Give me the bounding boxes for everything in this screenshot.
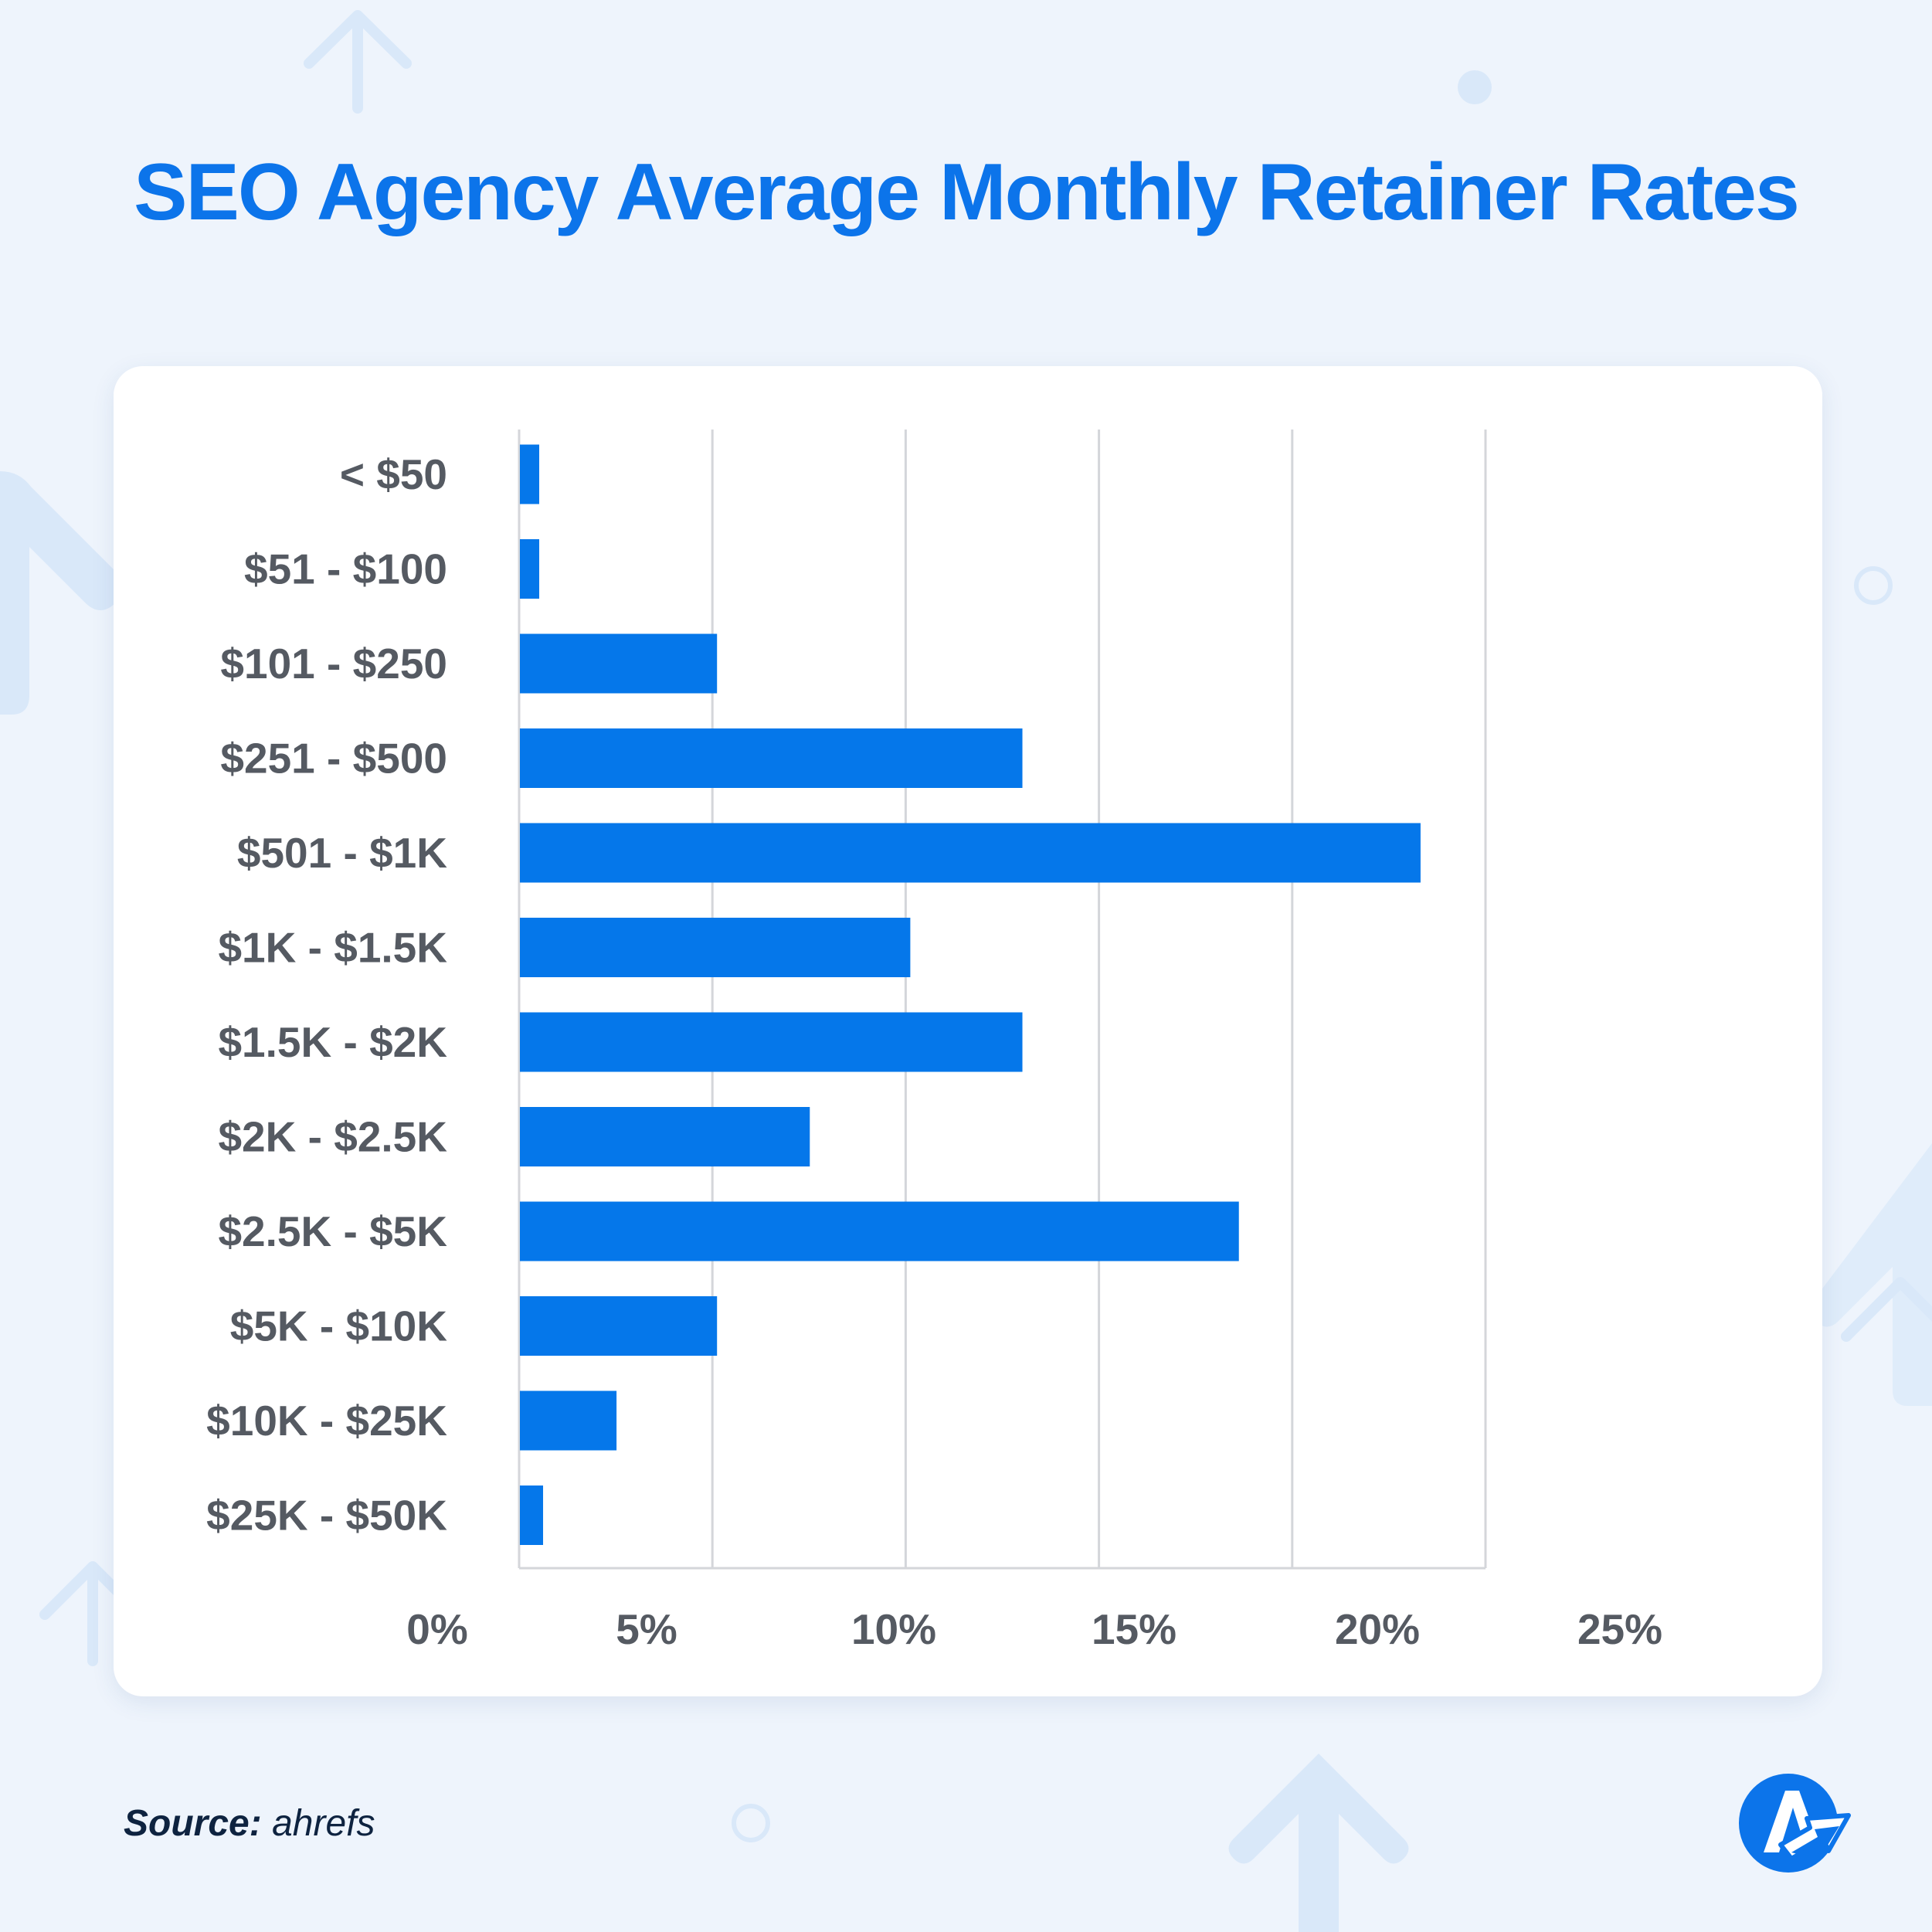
- bar: [520, 1012, 1023, 1072]
- bar: [520, 633, 718, 694]
- source-label: Source:: [124, 1803, 262, 1844]
- category-label: $10K - $25K: [206, 1397, 447, 1445]
- ring-decoration: [1854, 566, 1893, 605]
- x-tick-label: 25%: [1577, 1605, 1662, 1653]
- chart-card: < $50 $51 - $100 $101 - $250 $251 - $500 $50…: [114, 366, 1822, 1696]
- large-arrow-decoration: [0, 471, 124, 715]
- category-label: $1K - $1.5K: [218, 924, 447, 972]
- category-label: $251 - $500: [220, 735, 447, 783]
- x-tick-label: 15%: [1092, 1605, 1177, 1653]
- large-arrow-decoration: [1228, 1754, 1409, 1932]
- x-tick-label: 10%: [851, 1605, 936, 1653]
- bar: [520, 1201, 1239, 1261]
- bar: [520, 1390, 617, 1451]
- bar: [520, 823, 1421, 883]
- bar: [520, 539, 540, 599]
- x-tick-label: 5%: [616, 1605, 677, 1653]
- source-note: Source: ahrefs: [124, 1802, 375, 1845]
- category-label: $501 - $1K: [237, 829, 447, 877]
- bar: [520, 1107, 810, 1166]
- bar: [520, 918, 911, 977]
- category-label: $101 - $250: [220, 640, 447, 688]
- dot-decoration: [1458, 70, 1492, 104]
- category-label: $1.5K - $2K: [218, 1018, 447, 1066]
- ring-decoration: [732, 1804, 770, 1842]
- chart-title: SEO Agency Average Monthly Retainer Rate…: [134, 148, 1800, 237]
- category-label: $2K - $2.5K: [218, 1113, 447, 1161]
- category-label: < $50: [340, 450, 447, 498]
- brand-logo-icon: [1739, 1774, 1851, 1873]
- bar: [520, 1296, 718, 1356]
- bar: [520, 1486, 544, 1545]
- bar: [520, 444, 540, 504]
- arrow-up-icon: [304, 10, 412, 114]
- large-arrow-decoration: [1809, 1143, 1932, 1406]
- category-label: $51 - $100: [244, 545, 447, 593]
- x-tick-label: 20%: [1335, 1605, 1420, 1653]
- category-label: $2.5K - $5K: [218, 1207, 447, 1255]
- source-value: ahrefs: [272, 1803, 375, 1844]
- x-tick-label: 0%: [406, 1605, 468, 1653]
- category-label: $5K - $10K: [230, 1302, 448, 1350]
- category-label: $25K - $50K: [206, 1492, 447, 1540]
- bar: [520, 728, 1023, 788]
- bar-chart: < $50 $51 - $100 $101 - $250 $251 - $500 $50…: [206, 430, 1662, 1653]
